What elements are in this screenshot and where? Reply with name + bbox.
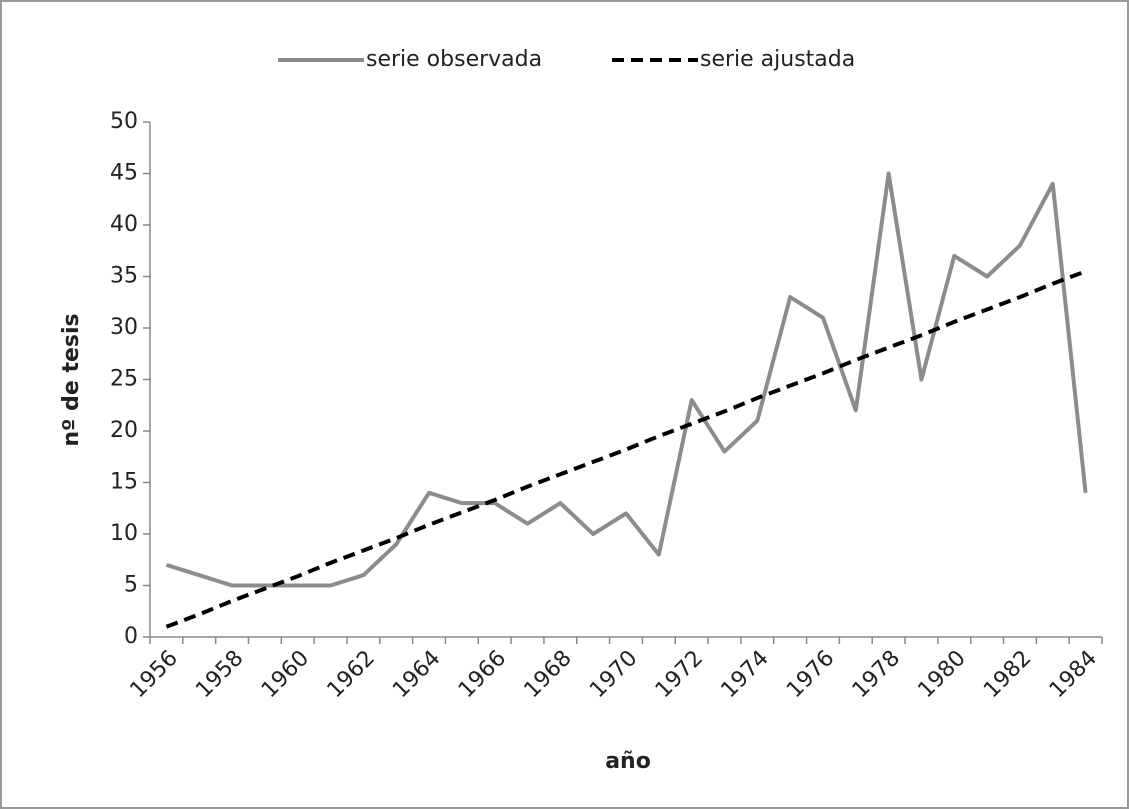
legend-label: serie observada xyxy=(366,47,542,72)
y-tick-label: 5 xyxy=(124,573,138,598)
y-tick-label: 0 xyxy=(124,624,138,649)
y-tick-label: 40 xyxy=(110,212,138,237)
legend-label: serie ajustada xyxy=(700,47,855,72)
y-tick-label: 30 xyxy=(110,315,138,340)
series-line xyxy=(165,171,1088,588)
x-axis-label: año xyxy=(605,749,651,774)
y-tick-label: 10 xyxy=(110,521,138,546)
y-tick-label: 45 xyxy=(110,161,138,186)
y-tick-label: 35 xyxy=(110,264,138,289)
series-line xyxy=(165,269,1087,629)
y-axis-label: nº de tesis xyxy=(59,313,84,446)
y-tick-label: 15 xyxy=(110,470,138,495)
y-tick-label: 25 xyxy=(110,367,138,392)
y-tick-label: 50 xyxy=(110,109,138,134)
y-tick-label: 20 xyxy=(110,418,138,443)
